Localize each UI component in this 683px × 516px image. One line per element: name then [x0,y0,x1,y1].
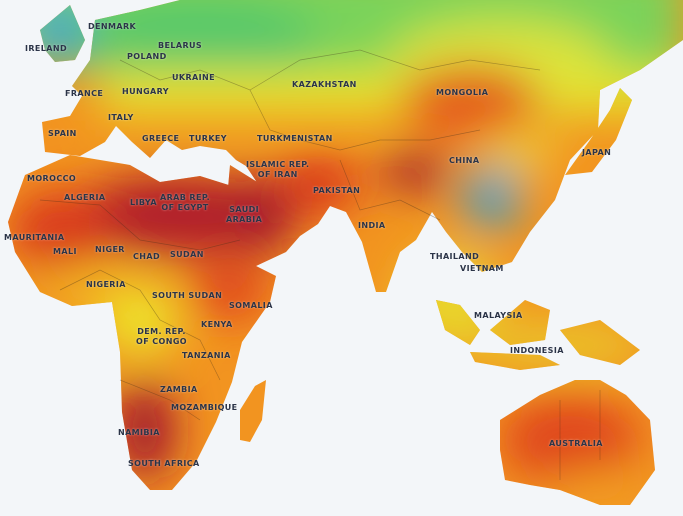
country-label-somalia: SOMALIA [229,301,273,310]
country-label-poland: POLAND [127,52,167,61]
country-label-arab-rep-of-egypt: ARAB REP. OF EGYPT [160,193,211,212]
country-borders [39,49,601,480]
country-label-kazakhstan: KAZAKHSTAN [292,80,357,89]
country-label-south-africa: SOUTH AFRICA [128,459,200,468]
country-label-libya: LIBYA [130,198,157,207]
country-label-vietnam: VIETNAM [460,264,504,273]
country-label-chad: CHAD [133,252,160,261]
country-label-ukraine: UKRAINE [172,73,215,82]
country-label-zambia: ZAMBIA [160,385,198,394]
country-label-tanzania: TANZANIA [182,351,231,360]
country-label-spain: SPAIN [48,129,77,138]
country-label-dem-rep-of-congo: DEM. REP. OF CONGO [136,327,187,346]
country-label-mozambique: MOZAMBIQUE [171,403,238,412]
country-label-ireland: IRELAND [25,44,68,53]
country-label-algeria: ALGERIA [64,193,106,202]
country-label-denmark: DENMARK [88,22,137,31]
country-label-turkmenistan: TURKMENISTAN [257,134,333,143]
country-label-india: INDIA [358,221,386,230]
country-label-saudi-arabia: SAUDI ARABIA [226,205,263,224]
country-label-greece: GREECE [142,134,180,143]
country-label-nigeria: NIGERIA [86,280,126,289]
country-label-kenya: KENYA [201,320,233,329]
country-label-australia: AUSTRALIA [549,439,603,448]
country-label-malaysia: MALAYSIA [474,311,523,320]
country-label-belarus: BELARUS [158,41,203,50]
country-label-morocco: MOROCCO [27,174,77,183]
country-label-hungary: HUNGARY [122,87,169,96]
country-label-indonesia: INDONESIA [510,346,564,355]
country-label-mongolia: MONGOLIA [436,88,489,97]
country-label-south-sudan: SOUTH SUDAN [152,291,223,300]
country-label-france: FRANCE [65,89,104,98]
country-label-thailand: THAILAND [430,252,480,261]
country-label-pakistan: PAKISTAN [313,186,361,195]
country-label-mali: MALI [53,247,77,256]
country-label-mauritania: MAURITANIA [4,233,65,242]
country-label-turkey: TURKEY [189,134,227,143]
country-label-namibia: NAMIBIA [118,428,160,437]
country-label-sudan: SUDAN [170,250,204,259]
country-label-niger: NIGER [95,245,125,254]
country-label-italy: ITALY [108,113,134,122]
country-label-china: CHINA [449,156,480,165]
country-label-islamic-rep-of-iran: ISLAMIC REP. OF IRAN [246,160,310,179]
country-label-japan: JAPAN [582,148,612,157]
